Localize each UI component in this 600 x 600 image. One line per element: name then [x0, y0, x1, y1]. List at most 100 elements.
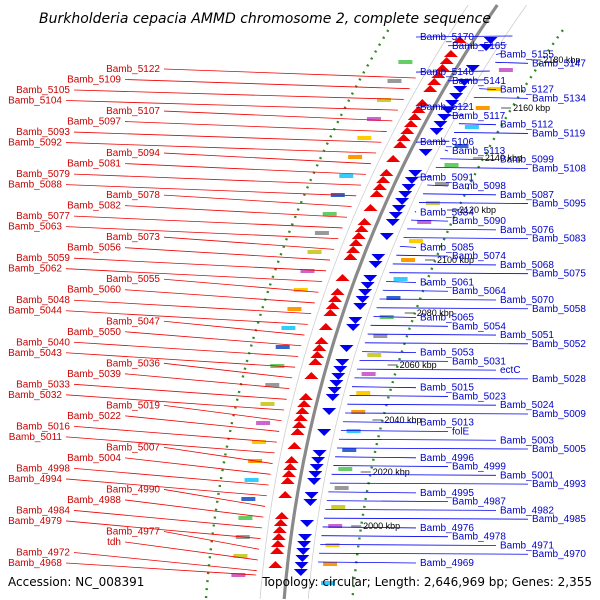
gene-label-left: Bamb_5044	[8, 306, 62, 317]
leader-line-left	[65, 268, 323, 282]
reverse-gene-arrow	[346, 324, 361, 331]
leader-line-right	[329, 482, 529, 485]
leader-line-right	[325, 509, 497, 511]
reverse-gene-arrow	[300, 520, 315, 527]
leader-line-right	[403, 237, 529, 240]
reverse-gene-arrow	[297, 541, 312, 548]
outer-annotation-block	[233, 554, 248, 558]
leader-line-left	[65, 478, 267, 497]
reverse-gene-arrow	[307, 478, 322, 485]
leader-line-left	[65, 562, 257, 576]
leader-line-right	[399, 246, 417, 248]
gene-label-left: Bamb_5088	[8, 180, 62, 191]
reverse-gene-arrow	[360, 282, 375, 289]
reverse-gene-arrow	[333, 366, 348, 373]
gene-label-right: Bamb_5170	[420, 32, 474, 43]
leader-line-left	[163, 446, 273, 464]
gene-label-right: Bamb_5155	[500, 50, 554, 61]
outer-annotation-block	[366, 117, 381, 121]
leader-line-right	[415, 70, 490, 73]
leader-line-right	[356, 368, 497, 371]
kbp-tick-label: 2100 kbp	[437, 255, 474, 265]
outer-annotation-block	[398, 60, 413, 64]
gene-label-left: Bamb_5032	[8, 390, 62, 401]
leader-line-right	[322, 526, 417, 529]
gene-label-right: Bamb_5065	[420, 313, 474, 324]
gene-label-left: Bamb_5039	[67, 369, 121, 380]
forward-gene-arrow	[271, 533, 286, 540]
leader-line-right	[326, 500, 449, 503]
leader-line-left	[65, 184, 357, 197]
leader-line-left	[65, 520, 261, 539]
reverse-gene-arrow	[418, 149, 433, 156]
outer-annotation-block	[241, 497, 256, 501]
gene-label-right: Bamb_5075	[532, 269, 586, 280]
forward-gene-arrow	[278, 491, 293, 498]
reverse-gene-arrow	[453, 86, 468, 93]
gene-label-right: Bamb_5090	[452, 216, 506, 227]
reverse-gene-arrow	[339, 345, 354, 352]
forward-gene-arrow	[268, 561, 283, 568]
reverse-gene-arrow	[445, 100, 460, 107]
reverse-gene-arrow	[308, 471, 323, 478]
inner-annotation-block	[386, 296, 401, 300]
gene-label-right: Bamb_5127	[500, 85, 554, 96]
gene-label-left: Bamb_5081	[67, 159, 121, 170]
leader-line-left	[163, 68, 416, 79]
gene-label-right: Bamb_5117	[452, 111, 506, 122]
kbp-tick-label: 2000 kbp	[363, 521, 400, 531]
gene-label-left: Bamb_4990	[106, 484, 160, 495]
gene-label-left: Bamb_5094	[106, 148, 160, 159]
gene-label-right: Bamb_4995	[420, 488, 474, 499]
gene-label-right: Bamb_5058	[532, 304, 586, 315]
inner-annotation-block	[321, 581, 336, 585]
gene-label-right: Bamb_5070	[500, 295, 554, 306]
leader-line-right	[370, 324, 449, 327]
leader-line-right	[320, 544, 497, 546]
gene-label-right: Bamb_5024	[500, 400, 554, 411]
forward-gene-arrow	[400, 127, 415, 134]
leader-line-left	[73, 425, 277, 443]
gene-label-left: Bamb_5105	[16, 85, 70, 96]
leader-line-right	[354, 377, 529, 380]
reverse-gene-arrow	[408, 170, 423, 177]
gene-label-right: Bamb_4976	[420, 523, 474, 534]
leader-line-right	[447, 114, 464, 117]
forward-gene-arrow	[330, 288, 345, 295]
leader-line-right	[411, 219, 449, 222]
gene-label-left: Bamb_5073	[106, 232, 160, 243]
reverse-gene-arrow	[401, 184, 416, 191]
gene-label-left: Bamb_5093	[16, 127, 70, 138]
reverse-gene-arrow	[353, 303, 368, 310]
outer-annotation-block	[251, 440, 266, 444]
gene-label-left: Bamb_4968	[8, 558, 62, 569]
inner-annotation-block	[464, 125, 479, 129]
gene-label-right: Bamb_5015	[420, 383, 474, 394]
forward-gene-arrow	[415, 99, 430, 106]
gene-label-right: Bamb_5108	[532, 164, 586, 175]
leader-line-right	[479, 88, 497, 90]
gene-label-left: Bamb_4972	[16, 547, 70, 558]
forward-gene-arrow	[396, 134, 411, 141]
inner-guide-arc	[307, 4, 528, 600]
outer-annotation-block	[387, 79, 402, 83]
leader-line-right	[335, 456, 417, 459]
outer-annotation-block	[231, 573, 246, 577]
leader-line-left	[73, 215, 343, 229]
reverse-gene-arrow	[371, 254, 386, 261]
gene-label-right: Bamb_5053	[420, 348, 474, 359]
reverse-gene-arrow	[304, 492, 319, 499]
inner-annotation-block	[487, 87, 502, 91]
reverse-gene-arrow	[385, 219, 400, 226]
reverse-gene-arrow	[325, 394, 340, 401]
gene-label-left: Bamb_5056	[67, 243, 121, 254]
leader-line-right	[338, 438, 497, 441]
forward-gene-arrow	[293, 414, 308, 421]
gene-label-right: Bamb_5113	[452, 146, 506, 157]
gene-label-left: Bamb_5047	[106, 316, 160, 327]
forward-gene-arrow	[443, 50, 458, 57]
reverse-gene-arrow	[404, 177, 419, 184]
gene-label-left: Bamb_5016	[16, 421, 70, 432]
